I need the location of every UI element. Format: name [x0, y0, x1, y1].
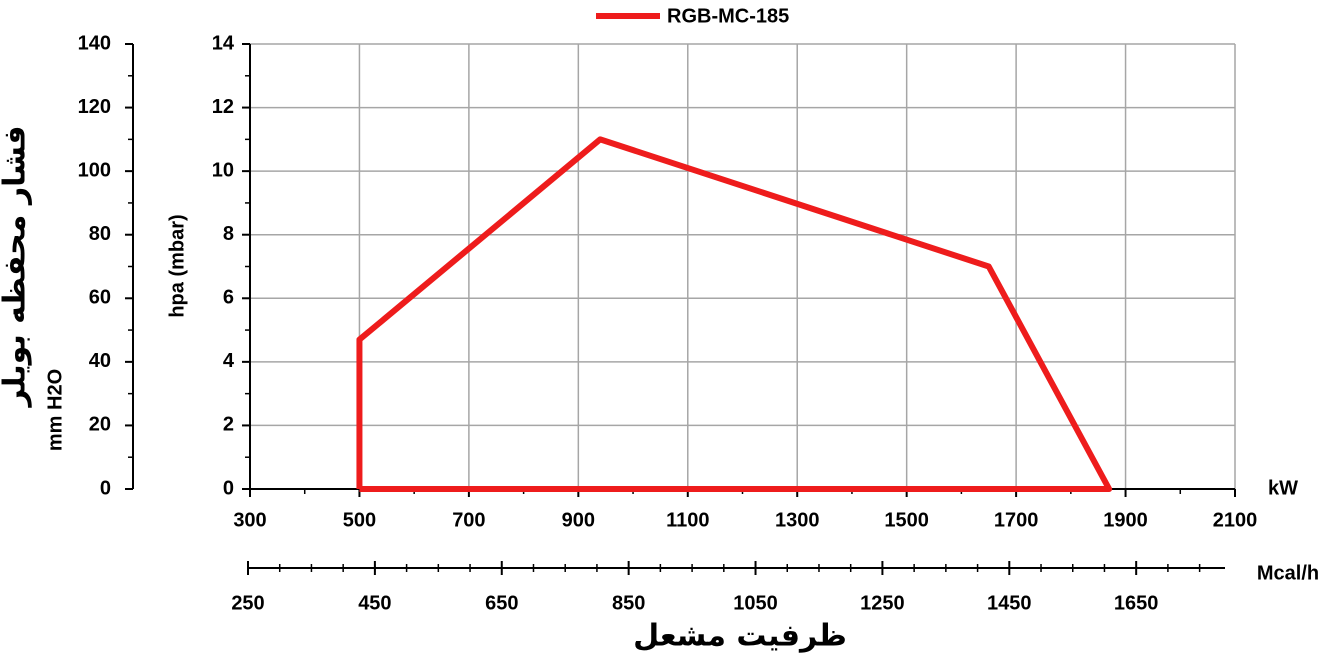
- y2-tick-label: 140: [78, 32, 111, 54]
- x2-tick-label: 850: [612, 592, 645, 614]
- y-tick-label: 14: [212, 32, 235, 54]
- x-tick-label: 500: [343, 509, 376, 531]
- y2-tick-label: 120: [78, 96, 111, 118]
- y-tick-label: 10: [212, 159, 234, 181]
- x-tick-label: 1500: [884, 509, 929, 531]
- y-tick-label: 4: [223, 350, 235, 372]
- x-tick-label: 2100: [1213, 509, 1258, 531]
- y2-tick-label: 0: [100, 477, 111, 499]
- y-tick-label: 12: [212, 96, 234, 118]
- x-tick-label: 900: [562, 509, 595, 531]
- x-unit: kW: [1268, 477, 1298, 499]
- y2-tick-label: 40: [89, 350, 111, 372]
- x-tick-label: 300: [233, 509, 266, 531]
- x2-tick-label: 1650: [1114, 592, 1159, 614]
- x-tick-label: 1700: [994, 509, 1039, 531]
- y-tick-label: 8: [223, 223, 234, 245]
- x2-tick-label: 1050: [733, 592, 778, 614]
- x2-tick-label: 1450: [987, 592, 1032, 614]
- series-line: [356, 136, 1113, 492]
- x2-unit: Mcal/h: [1257, 562, 1319, 584]
- x-tick-label: 700: [452, 509, 485, 531]
- y-tick-label: 6: [223, 287, 234, 309]
- x2-tick-label: 250: [231, 592, 264, 614]
- y-label: hpa (mbar): [166, 214, 188, 317]
- y2-tick-label: 100: [78, 159, 111, 181]
- y2-title: فشار محفظه بویلر: [0, 125, 33, 408]
- x-tick-label: 1300: [775, 509, 820, 531]
- y2-tick-label: 80: [89, 223, 111, 245]
- y-tick-label: 0: [223, 477, 234, 499]
- y2-tick-label: 60: [89, 287, 111, 309]
- y-tick-label: 2: [223, 414, 234, 436]
- x2-tick-label: 650: [485, 592, 518, 614]
- x2-tick-label: 450: [358, 592, 391, 614]
- y2-tick-label: 20: [89, 414, 111, 436]
- x-tick-label: 1900: [1103, 509, 1148, 531]
- legend-label: RGB-MC-185: [667, 5, 789, 27]
- x-title: ظرفیت مشعل: [633, 619, 847, 654]
- x2-tick-label: 1250: [860, 592, 905, 614]
- y2-unit: mm H2O: [44, 369, 66, 451]
- x-tick-label: 1100: [666, 509, 709, 531]
